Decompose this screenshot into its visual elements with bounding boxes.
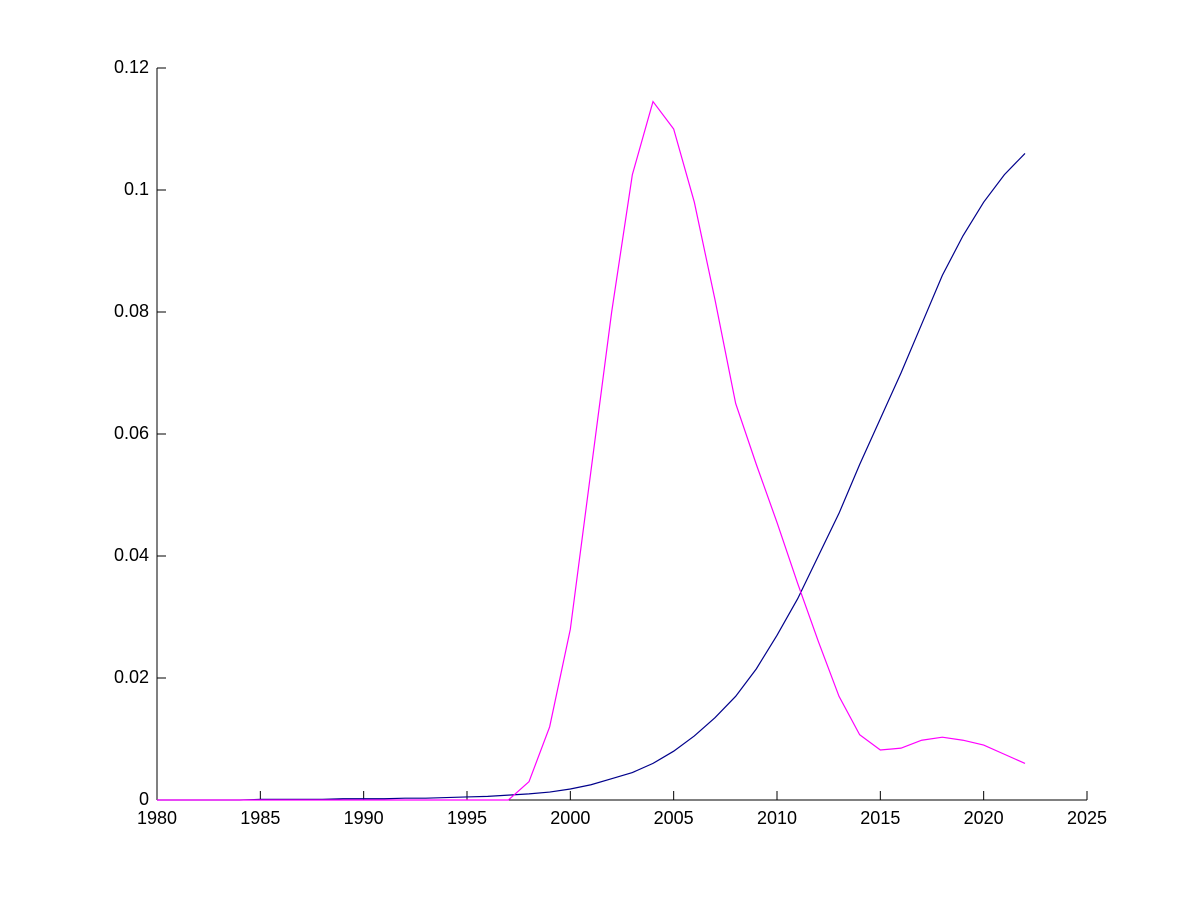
x-tick-label: 2025 [1067, 808, 1107, 828]
x-tick-label: 2015 [860, 808, 900, 828]
x-tick-label: 2000 [550, 808, 590, 828]
x-tick-label: 2005 [654, 808, 694, 828]
series-line [157, 100, 1026, 801]
y-tick-label: 0.08 [114, 301, 149, 321]
x-tick-label: 1980 [137, 808, 177, 828]
series-line [157, 152, 1026, 801]
y-tick-label: 0 [139, 789, 149, 809]
x-tick-label: 1985 [240, 808, 280, 828]
x-tick-label: 2020 [964, 808, 1004, 828]
x-tick-label: 2010 [757, 808, 797, 828]
y-tick-label: 0.06 [114, 423, 149, 443]
y-tick-label: 0.1 [124, 179, 149, 199]
y-tick-label: 0.04 [114, 545, 149, 565]
y-tick-label: 0.02 [114, 667, 149, 687]
y-tick-label: 0.12 [114, 57, 149, 77]
x-tick-label: 1995 [447, 808, 487, 828]
x-tick-label: 1990 [344, 808, 384, 828]
